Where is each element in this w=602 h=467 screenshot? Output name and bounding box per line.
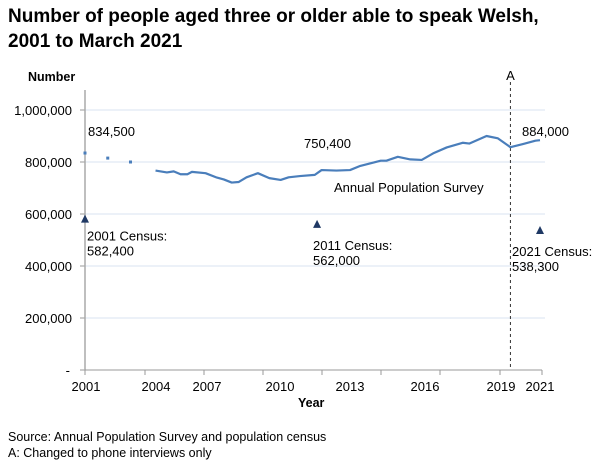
y-tick-label: - [66,363,70,378]
data-label: 884,000 [522,124,569,139]
aps-point [83,151,87,155]
census-value-label: 582,400 [87,244,134,259]
x-tick-label: 2010 [266,379,295,394]
series-label: Annual Population Survey [334,180,484,195]
aps-series-line [155,134,541,184]
source-note: Source: Annual Population Survey and pop… [8,430,327,444]
y-axis-label: Number [28,70,76,84]
y-tick-label: 1,000,000 [14,103,72,118]
title-line-1: Number of people aged three or older abl… [8,6,539,27]
census-marker [313,219,322,228]
data-label: 834,500 [88,124,135,139]
x-axis-label: Year [298,396,325,410]
census-label: 2011 Census: [313,238,392,253]
y-tick-label: 600,000 [25,207,72,222]
y-tick-label: 200,000 [25,311,72,326]
chart-title: Number of people aged three or older abl… [8,4,598,54]
census-value-label: 562,000 [313,253,360,268]
census-marker [81,214,89,223]
x-tick-label: 2016 [411,379,440,394]
x-tick-label: 2001 [72,379,101,394]
aps-point [106,156,110,160]
census-value-label: 538,300 [512,259,559,274]
reference-line-label: A [506,68,515,83]
x-tick-label: 2021 [526,379,555,394]
data-label: 750,400 [304,136,351,151]
census-label: 2001 Census: [87,229,167,244]
x-tick-label: 2013 [336,379,365,394]
census-label: 2021 Census: [512,244,592,259]
aps-point [129,160,132,164]
census-marker [536,226,544,235]
y-tick-label: 400,000 [25,259,72,274]
y-tick-label: 800,000 [25,155,72,170]
title-line-2: 2001 to March 2021 [8,31,183,52]
x-tick-label: 2019 [487,379,516,394]
x-tick-label: 2004 [142,379,171,394]
x-tick-label: 2007 [193,379,222,394]
footnote-a: A: Changed to phone interviews only [8,446,212,460]
